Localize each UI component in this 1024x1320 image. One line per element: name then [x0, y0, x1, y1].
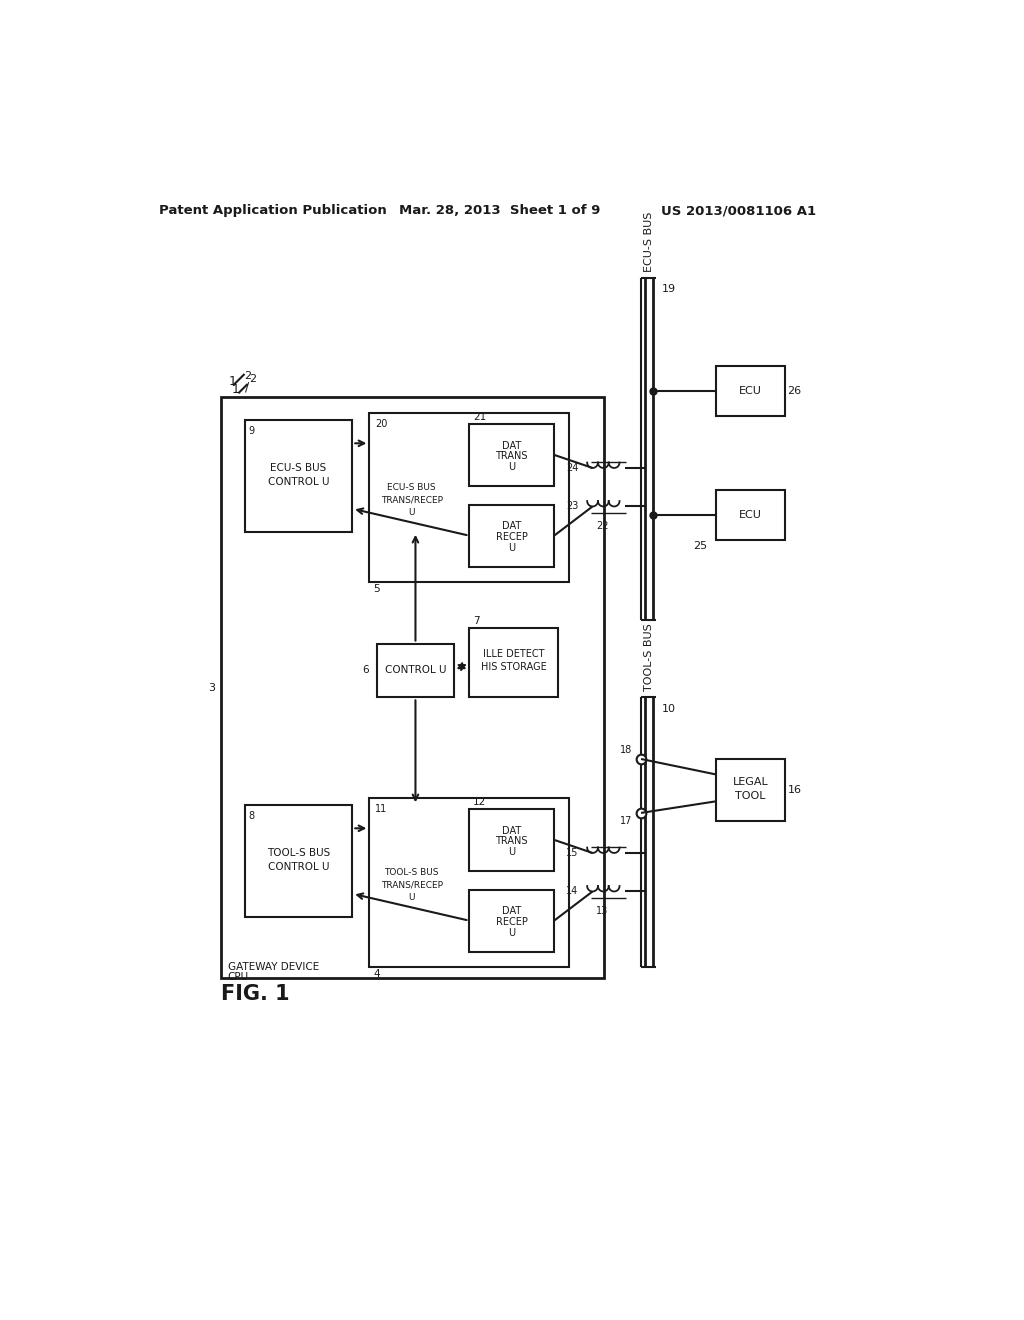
Text: U: U: [508, 847, 515, 857]
Text: FIG. 1: FIG. 1: [221, 983, 290, 1003]
Text: 14: 14: [566, 887, 579, 896]
Text: TRANS: TRANS: [496, 837, 528, 846]
Text: 16: 16: [787, 785, 802, 795]
Text: 18: 18: [620, 744, 632, 755]
Bar: [370, 412, 569, 582]
Text: U: U: [508, 543, 515, 553]
Bar: [716, 490, 785, 540]
Text: 3: 3: [209, 682, 216, 693]
Bar: [245, 420, 352, 532]
Text: 26: 26: [787, 387, 802, 396]
Text: U: U: [508, 462, 515, 473]
Text: 11: 11: [376, 804, 388, 813]
Text: 19: 19: [662, 284, 676, 294]
Bar: [245, 805, 352, 917]
Text: TOOL-S BUS: TOOL-S BUS: [644, 623, 653, 692]
Text: ECU-S BUS: ECU-S BUS: [644, 211, 653, 272]
Text: Patent Application Publication: Patent Application Publication: [159, 205, 387, 218]
Text: 15: 15: [566, 847, 579, 858]
Bar: [469, 424, 554, 486]
Text: CONTROL U: CONTROL U: [267, 478, 329, 487]
Text: ECU: ECU: [739, 510, 762, 520]
Text: 9: 9: [249, 426, 255, 437]
Text: 17: 17: [620, 816, 632, 825]
Text: 8: 8: [249, 812, 255, 821]
Text: GATEWAY DEVICE: GATEWAY DEVICE: [227, 961, 318, 972]
Text: 25: 25: [692, 541, 707, 550]
Text: ECU-S BUS: ECU-S BUS: [270, 463, 327, 474]
Text: 20: 20: [376, 418, 388, 429]
Bar: [221, 397, 604, 978]
Text: DAT: DAT: [502, 521, 521, 532]
Text: 2: 2: [249, 375, 256, 384]
Text: TRANS/RECEP: TRANS/RECEP: [381, 880, 442, 890]
Text: RECEP: RECEP: [496, 917, 527, 927]
Text: /: /: [246, 380, 250, 393]
Text: 21: 21: [473, 412, 486, 422]
Text: 1: 1: [231, 383, 240, 396]
Text: 12: 12: [473, 797, 486, 807]
Text: ECU-S BUS: ECU-S BUS: [387, 483, 436, 492]
Text: 24: 24: [566, 463, 579, 473]
Text: LEGAL: LEGAL: [732, 777, 768, 787]
Text: 10: 10: [662, 704, 676, 714]
Text: CONTROL U: CONTROL U: [385, 665, 446, 676]
Text: DAT: DAT: [502, 441, 521, 450]
Text: ILLE DETECT: ILLE DETECT: [483, 648, 545, 659]
Text: Mar. 28, 2013  Sheet 1 of 9: Mar. 28, 2013 Sheet 1 of 9: [399, 205, 601, 218]
Text: TOOL-S BUS: TOOL-S BUS: [267, 849, 330, 858]
Bar: [716, 759, 785, 821]
Bar: [716, 367, 785, 416]
Text: 1: 1: [229, 375, 237, 388]
Text: 2: 2: [244, 371, 251, 380]
Text: 5: 5: [373, 585, 380, 594]
Bar: [469, 506, 554, 566]
Text: US 2013/0081106 A1: US 2013/0081106 A1: [662, 205, 816, 218]
Text: TOOL-S BUS: TOOL-S BUS: [384, 869, 439, 878]
Bar: [377, 644, 454, 697]
Text: U: U: [409, 508, 415, 517]
Text: DAT: DAT: [502, 907, 521, 916]
Text: 6: 6: [362, 665, 370, 676]
Text: 13: 13: [596, 907, 608, 916]
Text: 7: 7: [473, 616, 480, 626]
Text: U: U: [508, 928, 515, 939]
Bar: [370, 797, 569, 966]
Text: 23: 23: [566, 502, 579, 511]
Bar: [469, 890, 554, 952]
Text: RECEP: RECEP: [496, 532, 527, 543]
Text: TRANS/RECEP: TRANS/RECEP: [381, 496, 442, 504]
Text: U: U: [409, 894, 415, 902]
Bar: [469, 628, 558, 697]
Text: ECU: ECU: [739, 387, 762, 396]
Text: 22: 22: [596, 521, 609, 532]
Text: 4: 4: [373, 969, 380, 979]
Bar: [469, 809, 554, 871]
Text: HIS STORAGE: HIS STORAGE: [480, 661, 547, 672]
Text: DAT: DAT: [502, 825, 521, 836]
Text: TRANS: TRANS: [496, 451, 528, 462]
Text: CPU: CPU: [227, 973, 249, 982]
Text: CONTROL U: CONTROL U: [267, 862, 329, 873]
Text: TOOL: TOOL: [735, 791, 766, 801]
